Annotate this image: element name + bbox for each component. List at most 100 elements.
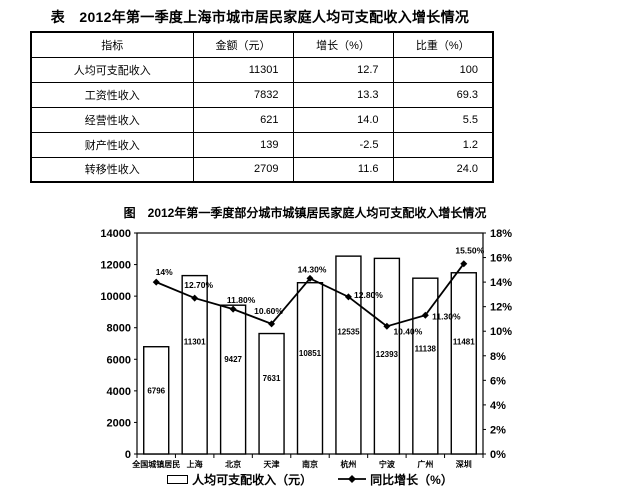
bar-value-label: 12393 [376,350,399,359]
bar [219,304,247,455]
category-label: 杭州 [340,459,356,469]
bar [450,272,477,455]
bar-value-label: 6796 [147,387,165,396]
growth-point-marker [268,320,276,328]
right-axis-tick-label: 12% [490,302,512,314]
left-axis-tick-label: 2000 [107,417,131,429]
income-table-body: 人均可支配收入 11301 12.7 100 工资性收入 7832 13.3 69.3 经营性收… [30,56,494,183]
category-label: 广州 [417,459,433,469]
amount-cell: 139 [192,131,294,158]
growth-cell: -2.5 [292,131,394,158]
category-label: 深圳 [456,459,472,469]
growth-point-marker [421,311,429,319]
legend-line-marker-icon [338,475,367,483]
right-axis-tick-label: 4% [490,400,506,412]
indicator-cell: 财产性收入 [30,131,194,158]
growth-cell: 13.3 [292,81,394,108]
growth-point-marker [344,293,352,301]
col-header-indicator: 指标 [30,31,194,58]
category-label: 宁波 [379,459,396,469]
growth-value-label: 14% [156,267,173,277]
category-label: 全国城镇居民 [131,459,180,469]
legend-line-label: 同比增长（%） [370,472,453,487]
legend-item-line: 同比增长（%） [338,471,453,488]
table-row: 人均可支配收入 11301 12.7 100 [30,56,494,83]
table-row: 转移性收入 2709 11.6 24.0 [30,156,494,183]
category-label: 天津 [264,459,280,469]
growth-value-label: 14.30% [298,264,327,274]
growth-point-marker [460,260,468,268]
indicator-cell: 转移性收入 [30,156,194,183]
amount-cell: 621 [192,106,294,133]
share-cell: 69.3 [392,81,494,108]
left-axis-tick-label: 14000 [100,228,131,240]
bar-value-label: 10851 [299,349,322,358]
table-row: 工资性收入 7832 13.3 69.3 [30,81,494,108]
left-axis-tick-label: 10000 [100,291,131,303]
right-axis-tick-label: 6% [490,375,506,387]
right-axis-tick-label: 16% [490,253,512,265]
bar-value-label: 7631 [263,374,281,383]
bar-value-label: 11138 [415,345,437,354]
category-label: 上海 [187,459,203,469]
growth-value-label: 12.70% [184,280,213,290]
growth-cell: 14.0 [292,106,394,133]
growth-value-label: 10.60% [254,306,283,316]
right-axis-tick-label: 0% [490,449,506,461]
indicator-cell: 工资性收入 [30,81,194,108]
right-axis-tick-label: 8% [490,351,506,363]
bar [143,346,170,455]
growth-value-label: 10.40% [393,326,422,336]
growth-point-marker [191,294,199,302]
share-cell: 5.5 [392,106,494,133]
growth-cell: 12.7 [292,56,394,83]
bar-value-label: 12535 [337,327,360,336]
category-label: 南京 [302,459,318,469]
right-axis-tick-label: 2% [490,424,506,436]
bar [412,277,439,455]
indicator-cell: 人均可支配收入 [30,56,194,83]
right-axis-tick-label: 14% [490,277,512,289]
bar-value-label: 11481 [453,338,475,347]
chart-title: 图 2012年第一季度部分城市城镇居民家庭人均可支配收入增长情况 [123,206,487,220]
left-axis-tick-label: 0 [125,449,131,461]
left-axis-tick-label: 8000 [107,323,131,335]
growth-value-label: 11.80% [227,295,256,305]
bar [373,257,401,455]
col-header-share: 比重（%） [392,31,494,58]
growth-point-marker [306,274,314,282]
right-axis-tick-label: 18% [490,228,512,240]
legend-bar-swatch-icon [167,474,189,484]
growth-cell: 11.6 [292,156,394,183]
right-axis-tick-label: 10% [490,326,512,338]
left-axis-tick-label: 12000 [100,260,131,272]
share-cell: 1.2 [392,131,494,158]
indicator-cell: 经营性收入 [30,106,194,133]
income-table: 指标 金额（元） 增长（%） 比重（%） 人均可支配收入 11301 12.7 100… [30,31,494,183]
table-header-row: 指标 金额（元） 增长（%） 比重（%） [30,31,494,58]
table-row: 财产性收入 139 -2.5 1.2 [30,131,494,158]
combo-chart: 0 2000 4000 6000 8000 10000 12000 14000 0% 2% 4% 6%… [100,228,512,469]
amount-cell: 7832 [192,81,294,108]
bar-value-label: 11301 [184,338,206,347]
bar [258,332,285,455]
chart-legend: 人均可支配收入（元） 同比增长（%） [95,469,525,489]
amount-cell: 11301 [192,56,294,83]
bar-value-label: 9427 [224,355,242,364]
left-axis-tick-label: 4000 [107,386,131,398]
legend-item-bar: 人均可支配收入（元） [167,471,312,488]
table-row: 经营性收入 621 14.0 5.5 [30,106,494,133]
table-title: 表 2012年第一季度上海市城市居民家庭人均可支配收入增长情况 [50,9,470,25]
growth-value-label: 15.50% [455,246,484,256]
growth-point-marker [383,322,391,330]
left-axis-tick-label: 6000 [107,354,131,366]
bar [296,282,324,455]
growth-value-label: 11.30% [432,311,461,321]
share-cell: 100 [392,56,494,83]
legend-bar-label: 人均可支配收入（元） [192,472,313,487]
category-label: 北京 [225,459,241,469]
growth-point-marker [152,278,160,286]
col-header-amount: 金额（元） [192,31,294,58]
bar [335,255,362,455]
